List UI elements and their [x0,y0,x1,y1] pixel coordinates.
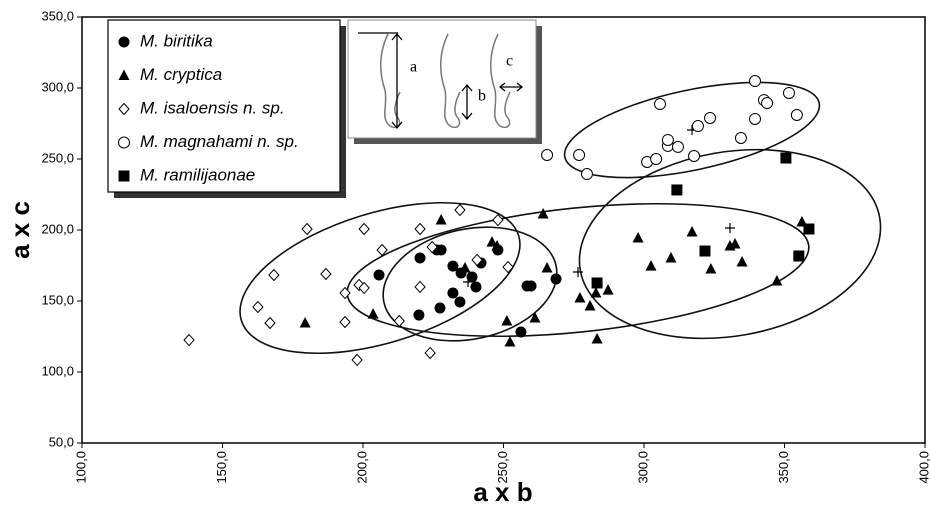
point [368,308,379,319]
point [269,270,279,281]
x-tick-label: 150,0 [214,451,229,484]
point [803,224,814,235]
point [436,245,447,256]
legend-label: M. cryptica [140,65,222,84]
point [460,262,471,273]
point [454,296,465,307]
point [592,277,603,288]
legend-marker [119,171,130,182]
point [340,317,350,328]
point [783,87,794,98]
point [425,347,435,358]
point [689,151,700,162]
y-tick-label: 250,0 [41,150,74,165]
y-tick-label: 350,0 [41,8,74,23]
point [415,281,425,292]
point [574,292,585,303]
point [662,134,673,145]
point [501,315,512,326]
point [585,300,596,311]
x-tick-label: 300,0 [635,451,650,484]
y-tick-label: 100,0 [41,363,74,378]
point [184,335,194,346]
legend-label: M. biritika [140,31,213,50]
point [455,204,465,215]
point [434,302,445,313]
point [515,326,526,337]
point [526,280,537,291]
point [321,269,331,280]
point [504,336,515,347]
x-tick-label: 200,0 [354,451,369,484]
point [415,224,425,235]
legend-label: M. ramilijaonae [140,165,255,184]
point [671,184,682,195]
ellipse [372,212,567,356]
point [394,316,404,327]
inset-label: b [478,88,486,105]
point [749,113,760,124]
point [352,354,362,365]
legend-marker [119,137,130,148]
point [265,318,275,329]
point [762,98,773,109]
point [699,246,710,257]
point [300,317,311,328]
point [692,121,703,132]
x-tick-label: 250,0 [495,451,510,484]
point [791,109,802,120]
point [538,208,549,219]
x-tick-label: 400,0 [916,451,930,484]
point [590,287,601,298]
point [253,301,263,312]
point [467,272,478,283]
inset-label: c [506,53,513,70]
point [574,150,585,161]
point [592,333,603,344]
point [470,281,481,292]
point [780,153,791,164]
point [651,154,662,165]
legend-label: M. magnahami n. sp. [140,132,299,151]
point [665,252,676,263]
x-tick-label: 100,0 [73,451,88,484]
x-tick-label: 350,0 [776,451,791,484]
y-tick-label: 150,0 [41,292,74,307]
point [687,226,698,237]
point [415,252,426,263]
y-tick-label: 200,0 [41,221,74,236]
point [413,310,424,321]
point [529,312,540,323]
point [581,169,592,180]
point [359,224,369,235]
legend-marker [119,37,130,48]
point [735,132,746,143]
legend-label: M. isaloensis n. sp. [140,98,285,117]
point [447,288,458,299]
point [542,150,553,161]
point [673,141,684,152]
point [737,256,748,267]
point [705,263,716,274]
point [646,260,657,271]
chart: M. biritika M. cryptica M. isaloensis n. s… [0,0,930,511]
point [749,76,760,87]
point [436,214,447,225]
point [633,232,644,243]
inset-label: a [410,59,417,76]
point [551,273,562,284]
point [374,270,385,281]
point [542,262,553,273]
y-tick-label: 50,0 [49,434,74,449]
point [793,250,804,261]
y-axis-title: a x c [5,201,35,259]
point [705,112,716,123]
y-tick-label: 300,0 [41,79,74,94]
point [655,99,666,110]
point [603,284,614,295]
point [302,224,312,235]
